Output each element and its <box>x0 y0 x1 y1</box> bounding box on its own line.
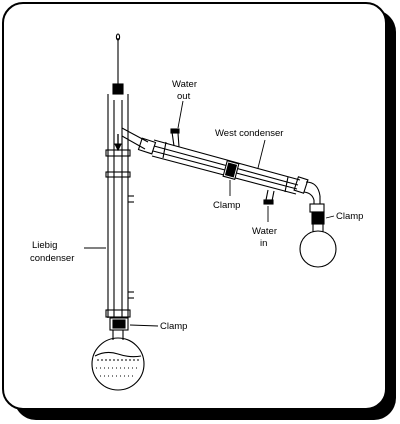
label-water-in-line2: in <box>260 238 267 249</box>
label-liebig-line1: Liebig <box>32 240 57 251</box>
west-condenser <box>137 128 321 205</box>
apparatus <box>84 33 337 391</box>
label-water-out-line2: out <box>177 91 191 102</box>
receiving-flask <box>299 203 337 268</box>
label-clamp-right: Clamp <box>336 211 363 222</box>
liebig-condenser <box>105 94 149 322</box>
frame <box>2 2 387 410</box>
labels: Water out West condenser Clamp Water in … <box>30 79 363 332</box>
label-west-condenser: West condenser <box>215 128 283 139</box>
round-bottom-flask <box>91 330 145 391</box>
pointer-lines <box>84 100 335 327</box>
label-water-in-line1: Water <box>252 226 277 237</box>
clamp-bottom-shape <box>109 317 129 331</box>
label-water-out-line1: Water <box>172 79 197 90</box>
thermometer <box>112 33 124 95</box>
label-liebig-line2: condenser <box>30 253 74 264</box>
label-clamp-middle: Clamp <box>213 200 240 211</box>
label-clamp-bottom: Clamp <box>160 321 187 332</box>
